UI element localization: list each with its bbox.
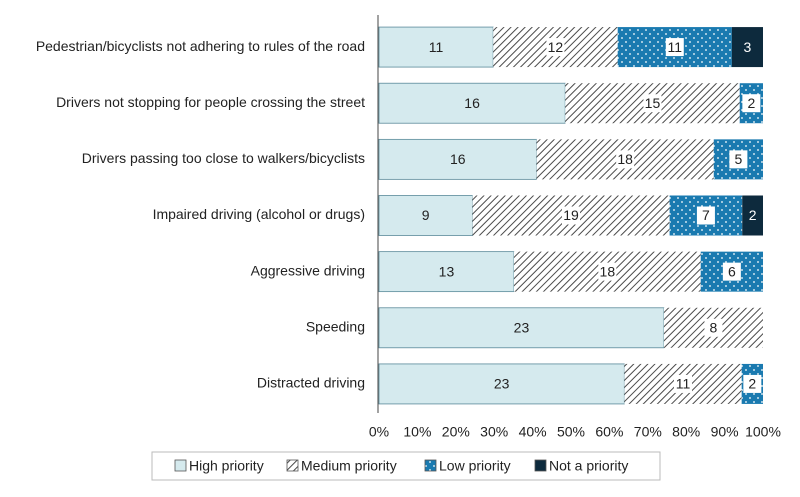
bar-segment — [742, 195, 763, 236]
legend-label: Not a priority — [549, 458, 628, 474]
y-tick-label: Aggressive driving — [251, 262, 365, 278]
legend-label: Medium priority — [301, 458, 397, 474]
data-label: 9 — [422, 207, 430, 223]
data-label: 23 — [514, 319, 530, 335]
bar-segment — [378, 26, 494, 68]
data-label: 6 — [728, 263, 736, 279]
data-label: 5 — [734, 151, 742, 167]
data-label: 16 — [464, 95, 480, 111]
x-tick-label: 30% — [480, 424, 508, 440]
bar-segment — [378, 138, 537, 180]
data-label: 12 — [548, 39, 564, 55]
label-box — [643, 94, 662, 113]
data-label: 7 — [702, 207, 710, 223]
legend-label: Low priority — [439, 458, 511, 474]
y-tick-label: Impaired driving (alcohol or drugs) — [153, 206, 365, 222]
data-label: 11 — [429, 39, 444, 55]
label-box — [598, 262, 617, 281]
y-tick-label: Speeding — [306, 318, 365, 334]
data-label: 16 — [450, 151, 466, 167]
data-label: 18 — [600, 263, 616, 279]
legend-swatch — [174, 459, 187, 472]
label-box — [704, 318, 723, 337]
data-label: 2 — [749, 207, 757, 223]
bar-segment — [378, 251, 515, 293]
label-box — [743, 374, 762, 393]
x-tick-label: 100% — [745, 424, 781, 440]
y-tick-label: Distracted driving — [257, 375, 365, 391]
data-label: 15 — [645, 95, 661, 111]
x-tick-label: 20% — [442, 424, 470, 440]
y-tick-label: Drivers passing too close to walkers/bic… — [82, 150, 365, 166]
x-tick-label: 10% — [403, 424, 431, 440]
x-tick-label: 0% — [369, 424, 389, 440]
data-label: 13 — [439, 263, 455, 279]
label-box — [546, 38, 565, 57]
label-box — [616, 150, 635, 169]
x-tick-label: 70% — [634, 424, 662, 440]
label-box — [742, 94, 761, 113]
bar-segment — [378, 363, 625, 405]
bar-segment — [378, 307, 665, 349]
legend-swatch — [534, 459, 547, 472]
label-box — [562, 206, 580, 225]
data-label: 19 — [563, 207, 579, 223]
data-label: 11 — [676, 376, 691, 392]
data-label: 11 — [668, 39, 683, 55]
legend-box — [151, 451, 661, 481]
data-label: 3 — [744, 39, 752, 55]
label-box — [722, 262, 741, 281]
x-tick-label: 50% — [557, 424, 585, 440]
y-tick-label: Pedestrian/bicyclists not adhering to ru… — [36, 38, 365, 54]
data-label: 8 — [710, 319, 718, 335]
y-tick-label: Drivers not stopping for people crossing… — [56, 94, 365, 110]
x-tick-label: 90% — [711, 424, 739, 440]
data-label: 2 — [748, 376, 756, 392]
label-box — [729, 150, 748, 169]
label-box — [665, 38, 684, 57]
x-tick-label: 80% — [672, 424, 700, 440]
data-label: 2 — [747, 95, 755, 111]
bar-segment — [731, 27, 763, 68]
label-box — [696, 206, 715, 225]
x-tick-label: 60% — [595, 424, 623, 440]
data-label: 18 — [617, 151, 633, 167]
legend-swatch — [286, 459, 299, 472]
label-box — [674, 374, 692, 393]
legend-label: High priority — [189, 458, 264, 474]
data-label: 23 — [494, 376, 510, 392]
x-tick-label: 40% — [519, 424, 547, 440]
legend-swatch — [424, 459, 437, 472]
